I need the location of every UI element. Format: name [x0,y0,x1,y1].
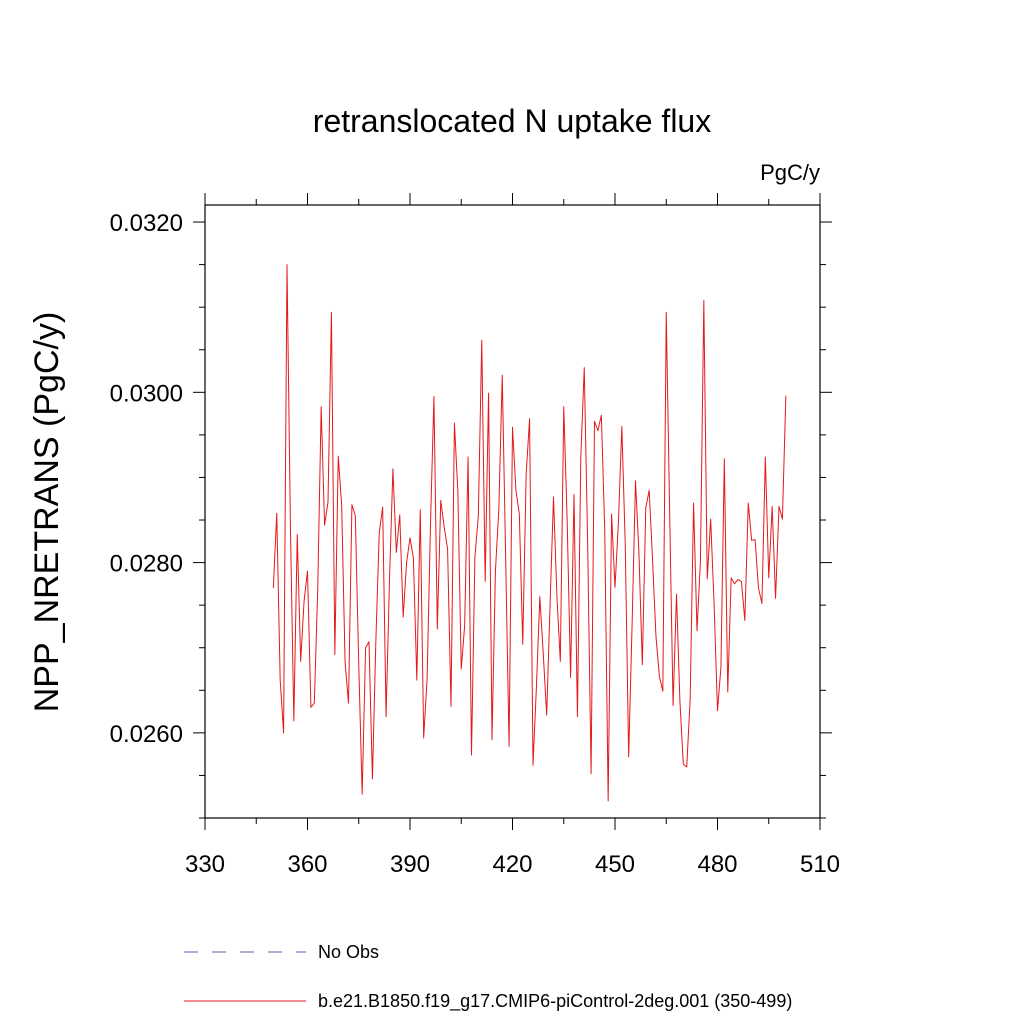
plot-frame [204,204,821,819]
plot-area: 330 360 390 420 450 480 510 0.0260 0.0280 0.0300 0… [110,193,840,878]
legend: No Obs b.e21.B1850.f19_g17.CMIP6-piContro… [184,942,792,1012]
x-tick-label: 330 [185,851,225,878]
x-tick-label: 480 [697,851,737,878]
legend-label: No Obs [318,942,379,962]
y-axis-label: NPP_NRETRANS (PgC/y) [28,312,66,713]
x-tick-label: 420 [492,851,532,878]
y-tick-label: 0.0280 [110,551,183,578]
y-tick-label: 0.0320 [110,210,183,237]
x-tick-label: 390 [390,851,430,878]
y-tick-label: 0.0260 [110,721,183,748]
chart-title: retranslocated N uptake flux [313,103,711,139]
x-tick-label: 450 [595,851,635,878]
legend-label: b.e21.B1850.f19_g17.CMIP6-piControl-2deg… [318,991,792,1012]
units-label: PgC/y [760,160,820,185]
x-tick-label: 510 [800,851,840,878]
y-tick-label: 0.0300 [110,380,183,407]
x-tick-label: 360 [287,851,327,878]
series-line [272,264,787,802]
